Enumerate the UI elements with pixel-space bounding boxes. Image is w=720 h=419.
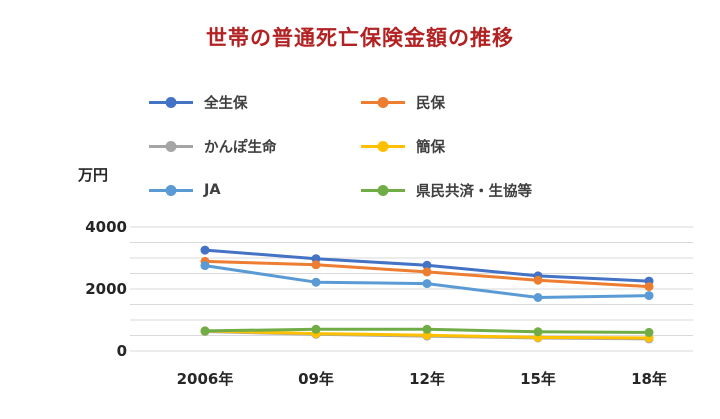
legend-label: 民保 — [416, 95, 445, 112]
legend-label: 簡保 — [416, 139, 445, 156]
data-point-marker — [200, 326, 210, 336]
legend-label: JA — [204, 182, 221, 198]
x-axis-tick-label: 12年 — [409, 370, 445, 388]
legend-marker-icon — [149, 140, 193, 152]
legend-marker-icon — [361, 184, 405, 196]
legend-marker-icon — [361, 96, 405, 108]
y-axis-tick-label: 0 — [116, 342, 127, 360]
data-point-marker — [311, 324, 321, 334]
y-axis-tick-label: 2000 — [85, 280, 127, 298]
data-point-marker — [200, 245, 210, 255]
legend-item-4: JA — [148, 182, 360, 198]
data-point-marker — [644, 327, 654, 337]
legend-label: 全生保 — [204, 95, 248, 112]
legend-item-1: 民保 — [360, 92, 620, 113]
data-point-marker — [422, 267, 432, 277]
data-point-marker — [200, 261, 210, 271]
data-point-marker — [644, 291, 654, 301]
legend-marker-icon — [149, 96, 193, 108]
data-point-marker — [533, 327, 543, 337]
data-point-marker — [422, 260, 432, 270]
legend-item-2: かんぽ生命 — [148, 136, 360, 157]
data-point-marker — [533, 275, 543, 285]
legend-label: 県民共済・生協等 — [416, 183, 532, 200]
x-axis-tick-label: 18年 — [631, 370, 667, 388]
legend-label: かんぽ生命 — [204, 139, 277, 156]
data-point-marker — [422, 324, 432, 334]
legend-marker-icon — [149, 184, 193, 196]
y-axis-unit-label: 万円 — [78, 166, 109, 184]
data-point-marker — [311, 260, 321, 270]
legend-marker-icon — [361, 140, 405, 152]
x-axis-tick-label: 09年 — [298, 370, 334, 388]
data-point-marker — [533, 293, 543, 302]
x-axis-tick-label: 2006年 — [176, 370, 234, 388]
chart-legend: 全生保 民保かんぽ生命 簡保 JA 県民共済・生協等 — [148, 80, 620, 212]
data-point-marker — [644, 282, 654, 292]
data-point-marker — [311, 277, 321, 287]
y-axis-tick-label: 4000 — [85, 218, 127, 236]
legend-item-0: 全生保 — [148, 92, 360, 113]
legend-item-5: 県民共済・生協等 — [360, 180, 620, 201]
x-axis-tick-label: 15年 — [520, 370, 556, 388]
legend-item-3: 簡保 — [360, 136, 620, 157]
chart-title: 世帯の普通死亡保険金額の推移 — [206, 26, 514, 50]
data-point-marker — [422, 279, 432, 289]
